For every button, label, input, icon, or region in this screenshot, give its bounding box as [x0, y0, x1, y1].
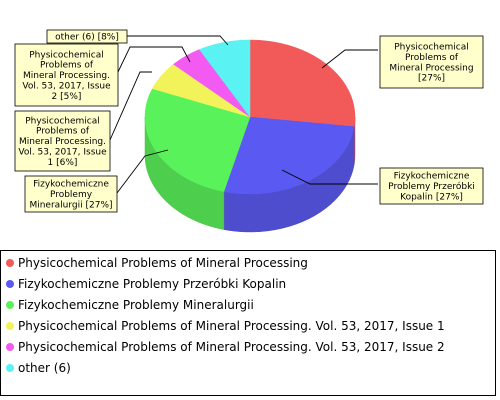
callout-leader-line [281, 169, 378, 185]
pie-slice [223, 116, 355, 195]
callout-label-line: Fizykochemiczne [394, 172, 470, 182]
callout-label-line: 2 [5%] [52, 92, 82, 102]
callout-leader-line [117, 46, 191, 73]
callout-box [379, 35, 484, 89]
legend-item: Fizykochemiczne Problemy Przeróbki Kopal… [6, 273, 495, 294]
callout-label-line: Physicochemical [25, 116, 100, 126]
callout-label-line: other (6) [8%] [55, 33, 119, 43]
legend-swatch [6, 321, 14, 330]
callout-label-line: Physicochemical [394, 43, 469, 53]
legend-label: Fizykochemiczne Problemy Mineralurgii [18, 297, 254, 312]
callout-box [379, 167, 484, 205]
callout-label-line: 1 [6%] [48, 158, 78, 168]
callout-box [24, 175, 118, 213]
legend-label: Physicochemical Problems of Mineral Proc… [18, 339, 445, 354]
callout-label-line: Problems of [36, 127, 90, 137]
legend: Physicochemical Problems of Mineral Proc… [0, 250, 496, 396]
pie-slice [144, 88, 251, 192]
legend-item: other (6) [6, 357, 495, 378]
legend-swatch [6, 279, 14, 288]
legend-item: Fizykochemiczne Problemy Mineralurgii [6, 294, 495, 315]
callout-label-line: Vol. 53, 2017, Issue [18, 148, 107, 158]
callout-leader-line [321, 49, 378, 69]
legend-swatch [6, 363, 14, 372]
legend-swatch [6, 300, 14, 309]
pie-slice [199, 39, 251, 118]
callout-label-line: Problemy [50, 190, 93, 200]
legend-label: Physicochemical Problems of Mineral Proc… [18, 255, 308, 270]
pie-slice [173, 49, 251, 118]
legend-item: Physicochemical Problems of Mineral Proc… [6, 252, 495, 273]
callout-label-line: Problems of [405, 53, 459, 63]
callout-label-line: [27%] [418, 74, 445, 84]
callout-label-line: Fizykochemiczne [33, 180, 109, 190]
callout-box [46, 29, 128, 44]
legend-swatch [6, 258, 14, 267]
legend-label: Physicochemical Problems of Mineral Proc… [18, 318, 445, 333]
legend-item: Physicochemical Problems of Mineral Proc… [6, 336, 495, 357]
pie-slice [249, 39, 356, 127]
pie-slice [151, 63, 251, 118]
legend-swatch [6, 342, 14, 351]
callout-leader-line [116, 149, 169, 194]
legend-item: Physicochemical Problems of Mineral Proc… [6, 315, 495, 336]
pie-top-faces [144, 39, 356, 195]
callout-leader-line [109, 71, 152, 141]
callout-label-line: Problemy Przeróbki [388, 181, 475, 192]
callout-label-line: Mineral Processing. [19, 137, 106, 147]
callout-label-line: Mineral Processing. [23, 71, 110, 81]
legend-label: Fizykochemiczne Problemy Przeróbki Kopal… [18, 276, 287, 291]
callout-label-line: Problems of [40, 61, 94, 71]
callout-label-line: Vol. 53, 2017, Issue [22, 82, 111, 92]
callout-label-line: Kopalin [27%] [400, 193, 463, 203]
callout-label-line: Mineral Processing [389, 63, 473, 73]
callout-leader-line [127, 35, 229, 46]
callout-label-line: Mineralurgii [27%] [29, 201, 112, 211]
callout-label-line: Physicochemical [29, 50, 104, 60]
callout-box [14, 110, 111, 172]
callout-box [14, 43, 119, 107]
legend-label: other (6) [18, 360, 71, 375]
